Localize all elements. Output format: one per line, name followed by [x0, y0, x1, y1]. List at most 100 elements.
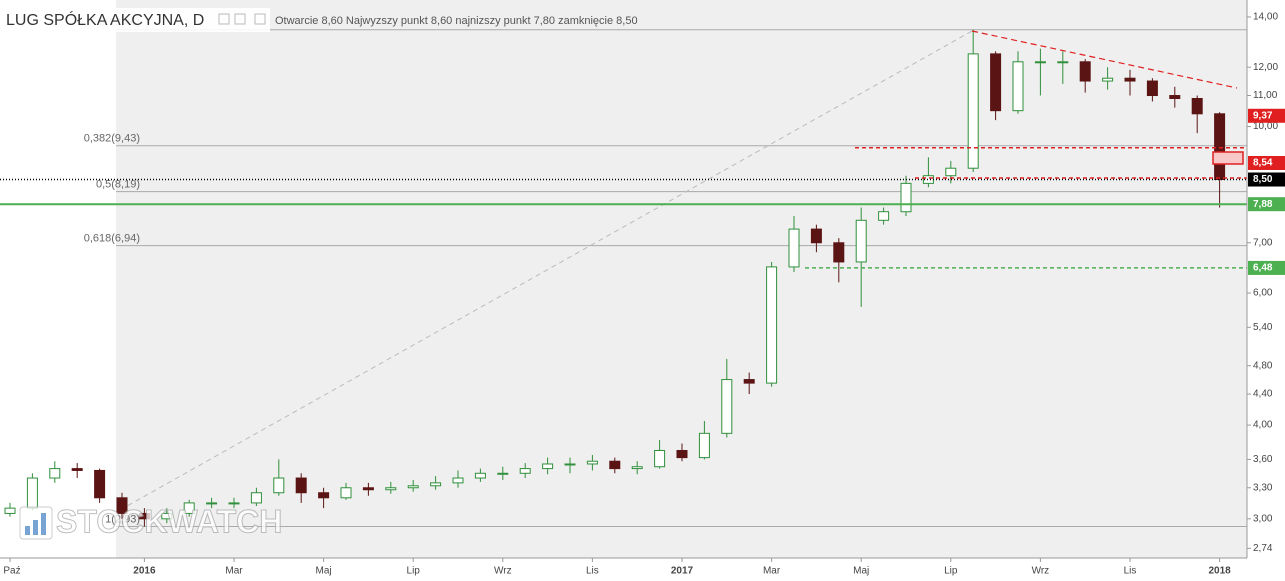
y-tick-label: 5,40: [1253, 322, 1273, 333]
y-tick-label: 12,00: [1253, 62, 1278, 73]
candle-body: [206, 502, 218, 505]
candle-body: [474, 472, 486, 479]
axes: 2,74 3,00 3,30 3,60 4,00 4,40 4,80 5,40 6,00 7,00…: [3, 12, 1285, 577]
candle-body: [833, 242, 845, 263]
y-tick-label: 4,00: [1253, 420, 1273, 431]
candle-body: [698, 432, 710, 459]
x-tick-label: Lis: [586, 566, 599, 577]
zone-box: [1212, 151, 1244, 165]
candle-body: [810, 228, 822, 244]
ohlc-header: Otwarcie 8,60 Najwyzszy punkt 8,60 najni…: [275, 15, 638, 27]
candle-body: [743, 379, 755, 384]
candle-body: [1191, 97, 1203, 115]
candle-body: [49, 468, 61, 479]
candles: [4, 29, 1226, 527]
candle-body: [855, 219, 867, 263]
candle-body: [631, 466, 643, 470]
fib-label: 0,382(9,43): [84, 133, 140, 145]
x-tick-label: 2016: [133, 566, 156, 577]
y-tick-label: 6,00: [1253, 288, 1273, 299]
candle-body: [116, 497, 128, 514]
levels: [0, 147, 1247, 269]
candle-body: [676, 449, 688, 459]
candle-body: [295, 477, 307, 494]
candle-body: [340, 487, 352, 499]
price-label: 7,88: [1253, 199, 1273, 210]
candle-body: [430, 482, 442, 487]
candle-body: [1012, 61, 1024, 112]
candle-body: [250, 492, 262, 504]
price-label-bg: [1248, 260, 1285, 275]
candle-body: [1124, 77, 1136, 82]
candle-body: [1214, 113, 1226, 181]
candle-body: [1146, 80, 1158, 97]
settings-icon[interactable]: [254, 13, 266, 25]
x-tick-label: 2018: [1208, 566, 1231, 577]
fib-trend: [119, 30, 973, 511]
candle-body: [273, 477, 285, 494]
logo-bar: [33, 520, 38, 535]
candle-body: [721, 379, 733, 434]
candle-body: [586, 460, 598, 465]
candle-body: [161, 512, 173, 520]
candle-body: [452, 477, 464, 484]
candle-body: [228, 502, 240, 505]
y-tick-label: 7,00: [1253, 237, 1273, 248]
candle-body: [407, 485, 419, 489]
candle-body: [788, 228, 800, 268]
candle-body: [519, 468, 531, 474]
chart-title: LUG SPÓŁKA AKCYJNA, D: [6, 10, 204, 29]
settings-icon[interactable]: [234, 13, 246, 25]
candle-body: [990, 53, 1002, 112]
header-bg: [2, 8, 270, 32]
price-label: 9,37: [1253, 110, 1273, 121]
fib-label: 0,618(6,94): [84, 232, 140, 244]
candle-body: [385, 487, 397, 491]
price-label: 8,50: [1253, 174, 1273, 185]
candle-body: [497, 472, 509, 475]
y-tick-label: 10,00: [1253, 121, 1278, 132]
candle-body: [542, 463, 554, 470]
candle-body: [654, 449, 666, 468]
price-label-bg: [1248, 108, 1285, 123]
price-label: 6,48: [1253, 263, 1273, 274]
price-label-bg: [1248, 197, 1285, 212]
candle-body: [900, 182, 912, 213]
candle-body: [183, 502, 195, 514]
y-tick-label: 11,00: [1253, 90, 1278, 101]
x-tick-label: Paź: [3, 566, 20, 577]
fib-label: 0,5(8,19): [96, 179, 140, 191]
candle-body: [94, 469, 106, 499]
settings-icon[interactable]: [218, 13, 230, 25]
fib-label: 1(2,93): [105, 513, 140, 525]
price-label-bg: [1248, 155, 1285, 170]
y-tick-label: 3,60: [1253, 454, 1273, 465]
x-tick-label: Lis: [1124, 566, 1137, 577]
candle-body: [945, 167, 957, 177]
y-tick-label: 3,30: [1253, 482, 1273, 493]
logo-bar: [41, 513, 46, 535]
candle-body: [71, 468, 83, 471]
watermark-group: STOCKWATCH: [19, 503, 283, 540]
y-tick-label: 14,00: [1253, 12, 1278, 23]
candle-body: [1057, 61, 1069, 64]
candle-body: [138, 512, 150, 520]
x-tick-label: Mar: [763, 566, 781, 577]
trend-line: [971, 30, 1238, 89]
x-tick-label: Maj: [316, 566, 332, 577]
x-tick-label: 2017: [671, 566, 694, 577]
candle-body: [1034, 61, 1046, 64]
y-tick-label: 2,74: [1253, 543, 1273, 554]
candle-body: [318, 492, 330, 499]
candle-body: [609, 460, 621, 470]
y-tick-label: 4,80: [1253, 360, 1273, 371]
candle-body: [1079, 61, 1091, 82]
candle-body: [4, 507, 16, 514]
candle-body: [26, 477, 38, 509]
watermark: STOCKWATCH: [56, 503, 282, 539]
price-label: 8,54: [1253, 158, 1273, 169]
candle-body: [362, 487, 374, 491]
x-tick-label: Mar: [225, 566, 243, 577]
x-tick-label: Wrz: [494, 566, 512, 577]
